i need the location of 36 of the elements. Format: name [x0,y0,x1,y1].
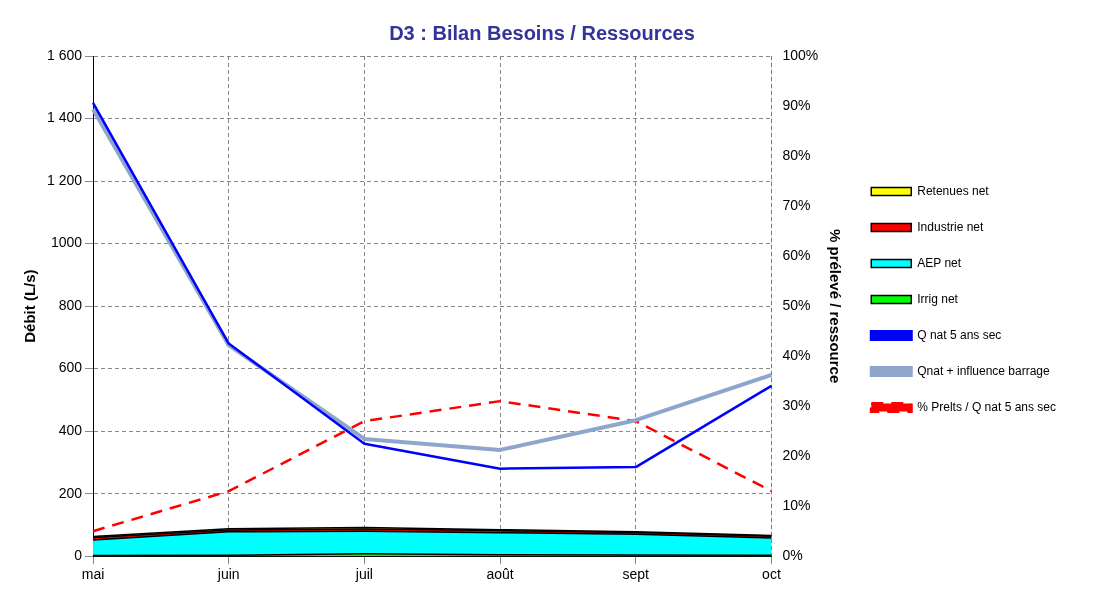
y2-tick-label: 70% [782,196,811,213]
x-tick-label: sept [622,566,650,583]
y2-tick-label: 0% [782,547,803,564]
chart-title: D3 : Bilan Besoins / Ressources [389,21,695,44]
x-tick-label: mai [81,566,105,583]
y-tick-label: 200 [58,484,83,501]
x-tick-label: juil [354,566,373,583]
y2-tick-label: 60% [782,246,811,263]
legend-label: AEP net [917,255,962,270]
y-tick-label: 0 [74,547,83,564]
y2-tick-label: 20% [782,447,811,464]
y-tick-label: 1 400 [46,109,83,126]
y2-tick-label: 50% [782,296,811,313]
y2-tick-label: 100% [782,46,819,63]
legend-label: Qnat + influence barrage [917,363,1051,378]
y2-tick-label: 40% [782,346,811,363]
legend-label: Q nat 5 ans sec [917,327,1002,342]
y2-tick-label: 10% [782,497,811,514]
legend-label: Retenues net [917,183,990,198]
y-axis-title: Débit (L/s) [21,269,39,343]
y2-tick-label: 30% [782,397,811,413]
x-tick-label: oct [762,566,781,583]
y-tick-label: 1 200 [46,171,83,188]
legend-label: Industrie net [917,219,984,234]
y-tick-label: 1000 [50,234,83,251]
y-tick-label: 400 [58,422,83,439]
legend-label: % Prelts / Q nat 5 ans sec [917,399,1057,414]
legend-label: Irrig net [917,291,959,306]
y-tick-label: 1 600 [46,46,83,63]
y2-tick-label: 80% [782,146,811,163]
x-tick-label: août [486,566,514,583]
y-tick-label: 800 [58,296,83,313]
x-tick-label: juin [216,566,240,583]
y2-tick-label: 90% [782,96,811,113]
y2-axis-title: % prélevé / ressource [827,228,845,384]
y-tick-label: 600 [58,359,83,376]
